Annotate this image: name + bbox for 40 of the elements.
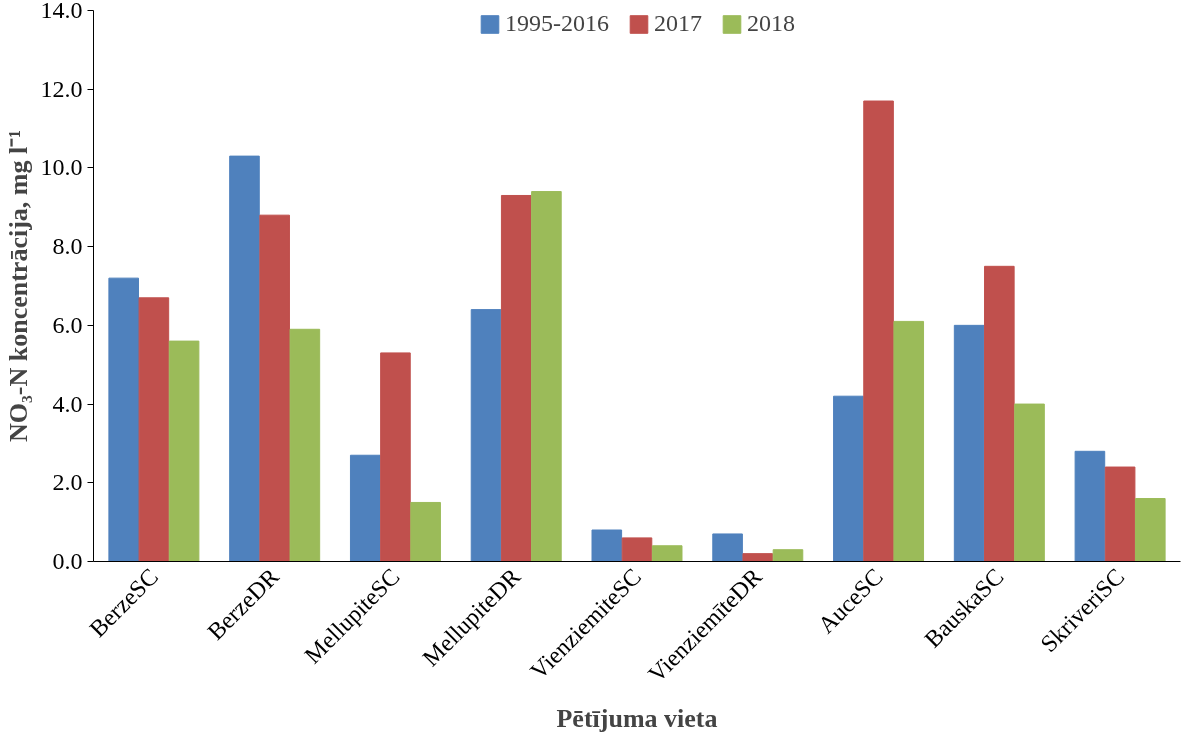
y-tick-label: 2.0	[52, 469, 83, 496]
bar	[470, 309, 502, 562]
bar	[893, 320, 925, 562]
bar	[1074, 450, 1106, 562]
y-tick-label: 10.0	[40, 154, 83, 181]
bar	[168, 340, 200, 562]
bar	[229, 155, 260, 562]
legend-label: 1995-2016	[505, 10, 609, 37]
bar	[651, 545, 683, 562]
bar	[500, 194, 532, 562]
bar	[953, 324, 985, 562]
bar	[863, 100, 894, 562]
y-tick-label: 14.0	[40, 0, 83, 23]
bar	[289, 328, 321, 562]
bar	[621, 537, 653, 562]
bar	[984, 265, 1015, 562]
legend-label: 2017	[654, 10, 702, 37]
x-axis-title: Pētījuma vieta	[556, 704, 718, 734]
bar	[531, 191, 562, 562]
bar	[772, 549, 804, 562]
bar	[712, 533, 743, 562]
y-tick-label: 0.0	[52, 548, 83, 574]
y-tick-label: 12.0	[40, 75, 83, 102]
y-axis-title: NO₃-N koncentrācija, mg l⁻¹	[3, 129, 33, 442]
legend-label: 2018	[747, 10, 795, 37]
bar	[349, 454, 381, 562]
bar	[108, 277, 139, 562]
bar	[833, 395, 864, 562]
bar	[742, 553, 774, 562]
bar	[1014, 403, 1045, 562]
y-tick-label: 6.0	[52, 311, 83, 338]
bar	[1135, 498, 1166, 562]
y-tick-label: 4.0	[52, 390, 83, 417]
bar	[591, 529, 623, 562]
bar	[410, 501, 441, 562]
bar	[380, 352, 411, 562]
bar	[138, 297, 170, 562]
y-tick-label: 8.0	[52, 233, 83, 260]
bar	[1104, 466, 1136, 562]
bar	[259, 214, 290, 562]
